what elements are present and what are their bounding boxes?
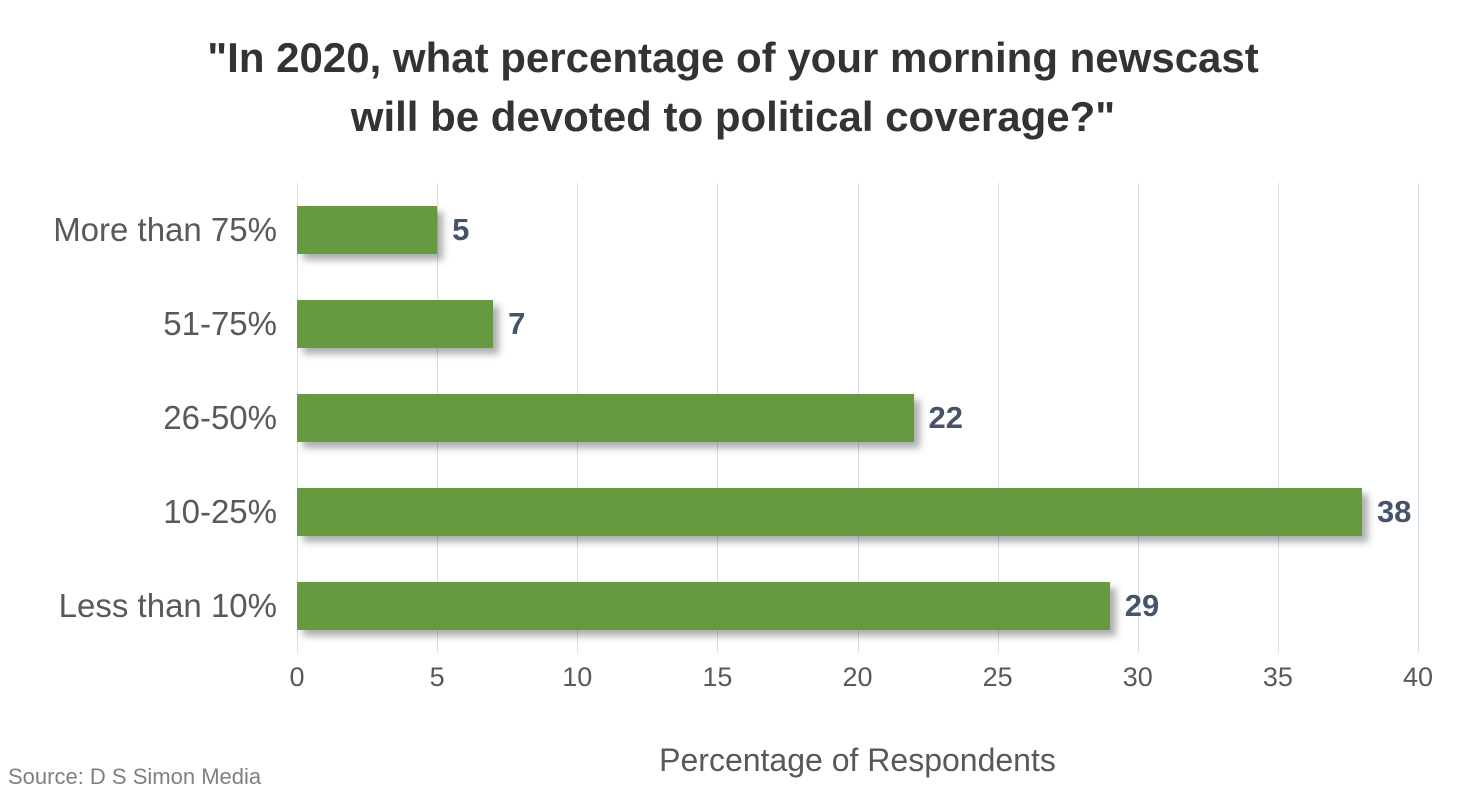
x-axis-title: Percentage of Respondents <box>659 742 1056 778</box>
category-label: Less than 10% <box>58 587 277 624</box>
source-note: Source: D S Simon Media <box>8 764 262 789</box>
category-label: More than 75% <box>53 211 277 248</box>
bar <box>297 206 438 254</box>
value-label: 29 <box>1124 588 1160 623</box>
chart-title: "In 2020, what percentage of your mornin… <box>0 28 1466 146</box>
x-tick-label: 5 <box>429 662 445 692</box>
gridline <box>1418 183 1419 653</box>
category-label: 10-25% <box>163 493 277 530</box>
gridline <box>1137 183 1139 653</box>
x-tick-label: 40 <box>1402 662 1434 692</box>
x-tick-label: 15 <box>702 662 733 692</box>
category-label: 26-50% <box>163 399 277 436</box>
bar-row: 7 <box>297 277 1418 371</box>
bar <box>297 582 1110 630</box>
value-label: 7 <box>508 306 526 341</box>
chart-title-line-1: "In 2020, what percentage of your mornin… <box>207 34 1259 81</box>
value-label: 5 <box>452 212 470 247</box>
x-tick-label: 20 <box>842 662 873 692</box>
bar-row: 29 <box>297 559 1418 653</box>
bar <box>297 300 494 348</box>
x-tick-label: 35 <box>1262 662 1293 692</box>
x-tick-label: 30 <box>1122 662 1153 692</box>
bar <box>297 394 914 442</box>
bar-row: 5 <box>297 183 1418 277</box>
bar-row: 38 <box>297 465 1418 559</box>
x-axis-ticks: 0 5 10 15 20 25 30 35 40 <box>289 662 1433 698</box>
bar-row: 22 <box>297 371 1418 465</box>
gridline <box>997 183 999 653</box>
bar <box>297 488 1362 536</box>
chart-title-line-2: will be devoted to political coverage?" <box>350 93 1116 140</box>
x-tick-label: 25 <box>982 662 1013 692</box>
x-tick-label: 10 <box>562 662 593 692</box>
gridline <box>1277 183 1279 653</box>
x-tick-label: 0 <box>289 662 305 692</box>
value-label: 22 <box>928 400 964 435</box>
value-label: 38 <box>1376 494 1412 529</box>
plot-area: 5 7 22 38 29 <box>297 183 1419 653</box>
y-axis-labels: More than 75% 51-75% 26-50% 10-25% Less than… <box>0 183 277 653</box>
category-label: 51-75% <box>163 305 277 342</box>
